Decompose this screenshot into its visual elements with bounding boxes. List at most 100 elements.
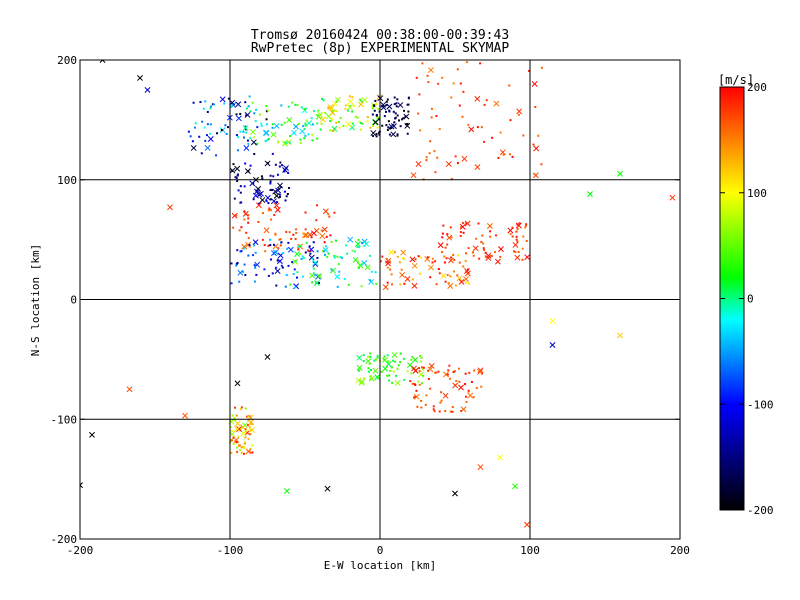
data-point-158	[335, 110, 338, 113]
data-point-726	[376, 356, 379, 359]
data-point-261	[385, 100, 388, 103]
data-point-952	[441, 76, 444, 79]
data-point-163	[339, 116, 342, 119]
data-point-52	[239, 130, 242, 133]
data-point-615	[431, 261, 434, 264]
data-point-596	[393, 251, 396, 254]
data-point-602	[426, 256, 429, 259]
data-point-331	[270, 188, 273, 191]
data-point-269	[407, 97, 410, 100]
data-point-186	[322, 99, 325, 102]
data-point-403	[315, 204, 318, 207]
data-point-460	[286, 247, 289, 250]
data-point-32	[244, 125, 247, 128]
data-point-92	[249, 128, 256, 135]
data-point-359	[240, 226, 243, 229]
data-point-35	[215, 132, 218, 135]
data-point-103	[280, 123, 283, 126]
data-point-185	[321, 97, 324, 100]
data-point-505	[357, 262, 364, 269]
data-point-978	[410, 172, 417, 179]
data-point-652	[518, 222, 521, 225]
data-point-654	[525, 224, 528, 227]
data-point-100	[304, 134, 307, 137]
data-point-533	[302, 275, 305, 278]
data-point-853	[244, 407, 247, 410]
data-point-556	[336, 255, 339, 258]
data-point-799	[444, 410, 447, 413]
data-point-144	[338, 126, 341, 129]
data-point-110	[316, 137, 319, 140]
data-point-439	[274, 268, 281, 274]
data-point-205	[359, 98, 362, 101]
data-point-390	[290, 237, 293, 240]
data-point-451	[230, 282, 233, 285]
data-point-516	[314, 274, 317, 277]
data-point-705	[410, 358, 413, 361]
data-point-525	[324, 245, 327, 248]
data-point-43	[192, 101, 195, 104]
data-point-503	[361, 260, 368, 267]
data-point-marker-3	[182, 412, 188, 419]
data-point-386	[267, 244, 270, 247]
data-point-354	[267, 209, 270, 212]
data-point-651	[481, 234, 484, 237]
data-point-575	[464, 259, 467, 262]
data-point-598	[389, 268, 392, 271]
data-point-293	[261, 177, 264, 180]
data-point-61	[229, 99, 236, 106]
data-point-502	[311, 257, 314, 260]
data-point-874	[241, 422, 248, 429]
data-point-942	[537, 134, 540, 137]
data-point-592	[453, 258, 456, 261]
data-point-181	[334, 109, 337, 112]
data-point-906	[244, 428, 247, 431]
data-point-579	[385, 257, 388, 260]
data-point-549	[347, 283, 350, 286]
data-point-marker-16	[669, 194, 676, 201]
data-point-474	[304, 251, 307, 254]
data-point-178	[342, 124, 345, 127]
data-point-700	[396, 367, 399, 370]
data-point-621	[414, 258, 417, 261]
data-point-583	[465, 281, 468, 284]
data-point-753	[394, 360, 397, 363]
data-point-838	[427, 366, 434, 373]
data-point-702	[383, 355, 386, 358]
data-point-251	[383, 115, 386, 118]
data-point-881	[234, 420, 241, 427]
data-point-241	[386, 98, 389, 101]
data-point-898	[251, 444, 254, 447]
data-point-528	[292, 258, 299, 265]
data-point-476	[242, 247, 245, 250]
data-point-493	[337, 263, 340, 266]
data-point-marker-6	[324, 485, 331, 492]
data-point-817	[457, 367, 460, 370]
data-point-835	[460, 409, 463, 412]
data-point-527	[353, 250, 356, 253]
data-point-609	[437, 268, 440, 271]
y-tick-label-1: -100	[51, 413, 78, 426]
data-point-384	[241, 243, 248, 250]
data-point-699	[495, 234, 498, 237]
data-point-834	[465, 400, 468, 403]
data-point-478	[269, 238, 272, 241]
data-point-108	[316, 122, 319, 125]
data-point-342	[258, 202, 261, 205]
data-point-marker-18	[167, 204, 173, 211]
data-point-784	[418, 370, 421, 373]
data-point-34	[244, 128, 247, 131]
data-point-71	[267, 137, 270, 140]
data-point-40	[190, 145, 197, 151]
data-point-371	[257, 221, 260, 224]
data-point-314	[232, 163, 235, 166]
data-point-62	[204, 100, 207, 103]
data-point-291	[243, 185, 246, 188]
data-point-861	[248, 429, 251, 432]
data-point-122	[242, 125, 249, 131]
data-point-337	[285, 195, 288, 198]
data-point-444	[235, 262, 238, 265]
data-point-668	[467, 247, 470, 250]
data-point-743	[387, 360, 390, 363]
data-point-387	[243, 218, 246, 221]
